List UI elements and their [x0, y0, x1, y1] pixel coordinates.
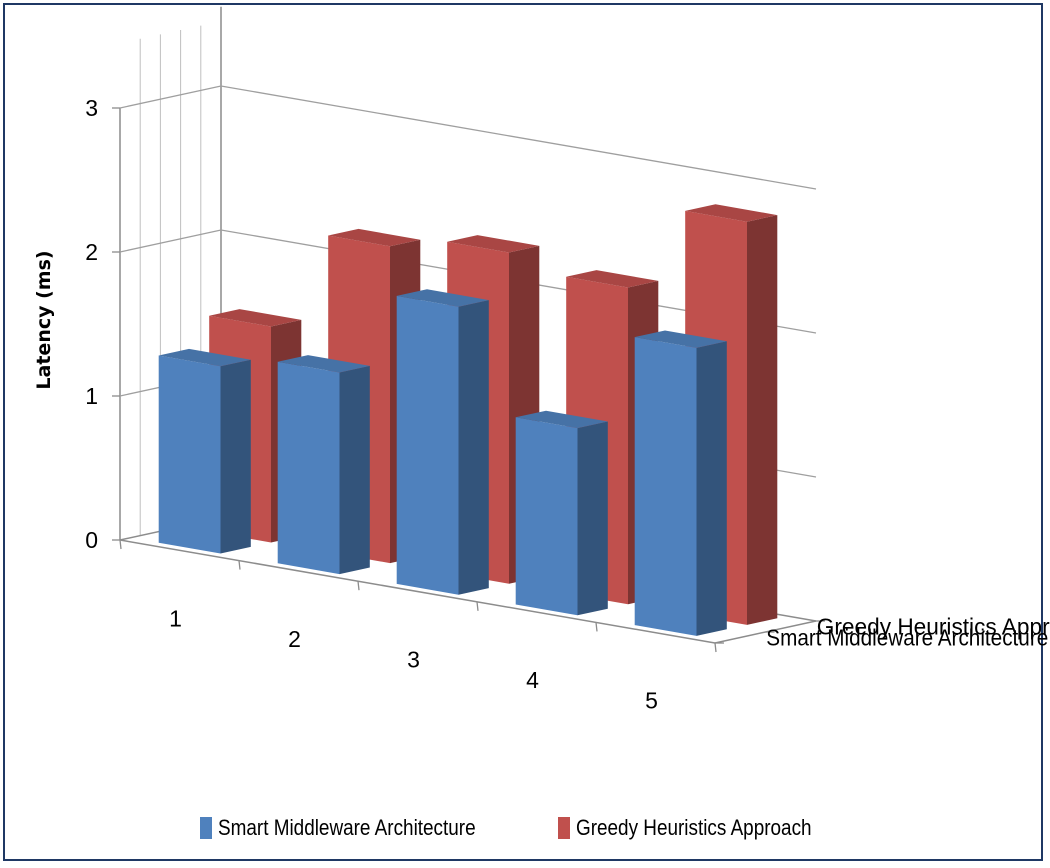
- x-tick-label: 1: [169, 605, 182, 631]
- bar-top-face: [277, 355, 370, 373]
- bar-side-face: [577, 421, 608, 616]
- x-tick-mark: [476, 601, 479, 611]
- bar-side-face: [747, 215, 778, 625]
- legend-item-smart-middleware: Smart Middleware Architecture: [200, 815, 518, 841]
- bar-side-face: [220, 359, 251, 554]
- bar-side-face: [458, 300, 489, 595]
- legend: Smart Middleware Architecture Greedy Heu…: [0, 808, 1050, 848]
- legend-swatch-blue: [200, 817, 213, 839]
- y-tick-label: 3: [85, 95, 98, 121]
- bar-front-face: [515, 417, 578, 616]
- x-tick-label: 3: [407, 647, 420, 673]
- legend-swatch-red: [557, 817, 570, 839]
- x-tick-label: 4: [526, 667, 539, 693]
- legend-label: Smart Middleware Architecture: [218, 815, 476, 840]
- bar-top-face: [566, 270, 659, 288]
- bar-front-face: [277, 361, 340, 575]
- bar-top-face: [447, 235, 540, 253]
- bar-smart-middleware-4: [515, 410, 608, 616]
- bar-smart-middleware-2: [277, 355, 370, 575]
- y-axis-label: Latency (ms): [33, 250, 55, 389]
- bar-side-face: [339, 365, 370, 575]
- depth-tick-label: Greedy Heuristics Approach: [817, 614, 1050, 640]
- bar-top-face: [328, 228, 421, 247]
- x-tick-mark: [714, 642, 717, 653]
- bar-smart-middleware-5: [634, 330, 727, 636]
- bar-smart-middleware-1: [158, 348, 251, 554]
- tick-labels: 0 1 2 3 1 2 3 4 5 Smart Middleware ArchitectureGr…: [85, 95, 1050, 714]
- y-tick-label: 0: [85, 527, 98, 553]
- bar-smart-middleware-3: [396, 289, 489, 595]
- bar-front-face: [396, 295, 459, 595]
- bar-side-face: [696, 341, 727, 636]
- x-tick-mark: [119, 539, 122, 550]
- bar-front-face: [158, 355, 221, 554]
- bar-top-face: [209, 309, 302, 327]
- bar-top-face: [396, 289, 489, 307]
- y-tick-label: 1: [85, 383, 98, 409]
- x-tick-mark: [357, 581, 360, 591]
- bar-top-face: [685, 204, 778, 222]
- legend-item-greedy-heuristics: Greedy Heuristics Approach: [557, 815, 850, 841]
- bar-top-face: [634, 330, 727, 348]
- x-axis-line: [119, 539, 716, 644]
- x-tick-mark: [595, 622, 598, 632]
- x-tick-label: 2: [288, 626, 301, 652]
- bar-top-face: [158, 348, 251, 367]
- bar-top-face: [515, 410, 608, 429]
- gridline: [119, 85, 817, 190]
- y-tick-label: 2: [85, 239, 98, 265]
- bar-front-face: [634, 337, 697, 636]
- x-tick-mark: [238, 560, 241, 570]
- legend-label: Greedy Heuristics Approach: [575, 815, 812, 840]
- bars: [158, 204, 778, 636]
- depth-tick-label: Smart Middleware Architecture: [766, 625, 1048, 651]
- x-tick-label: 5: [645, 688, 658, 714]
